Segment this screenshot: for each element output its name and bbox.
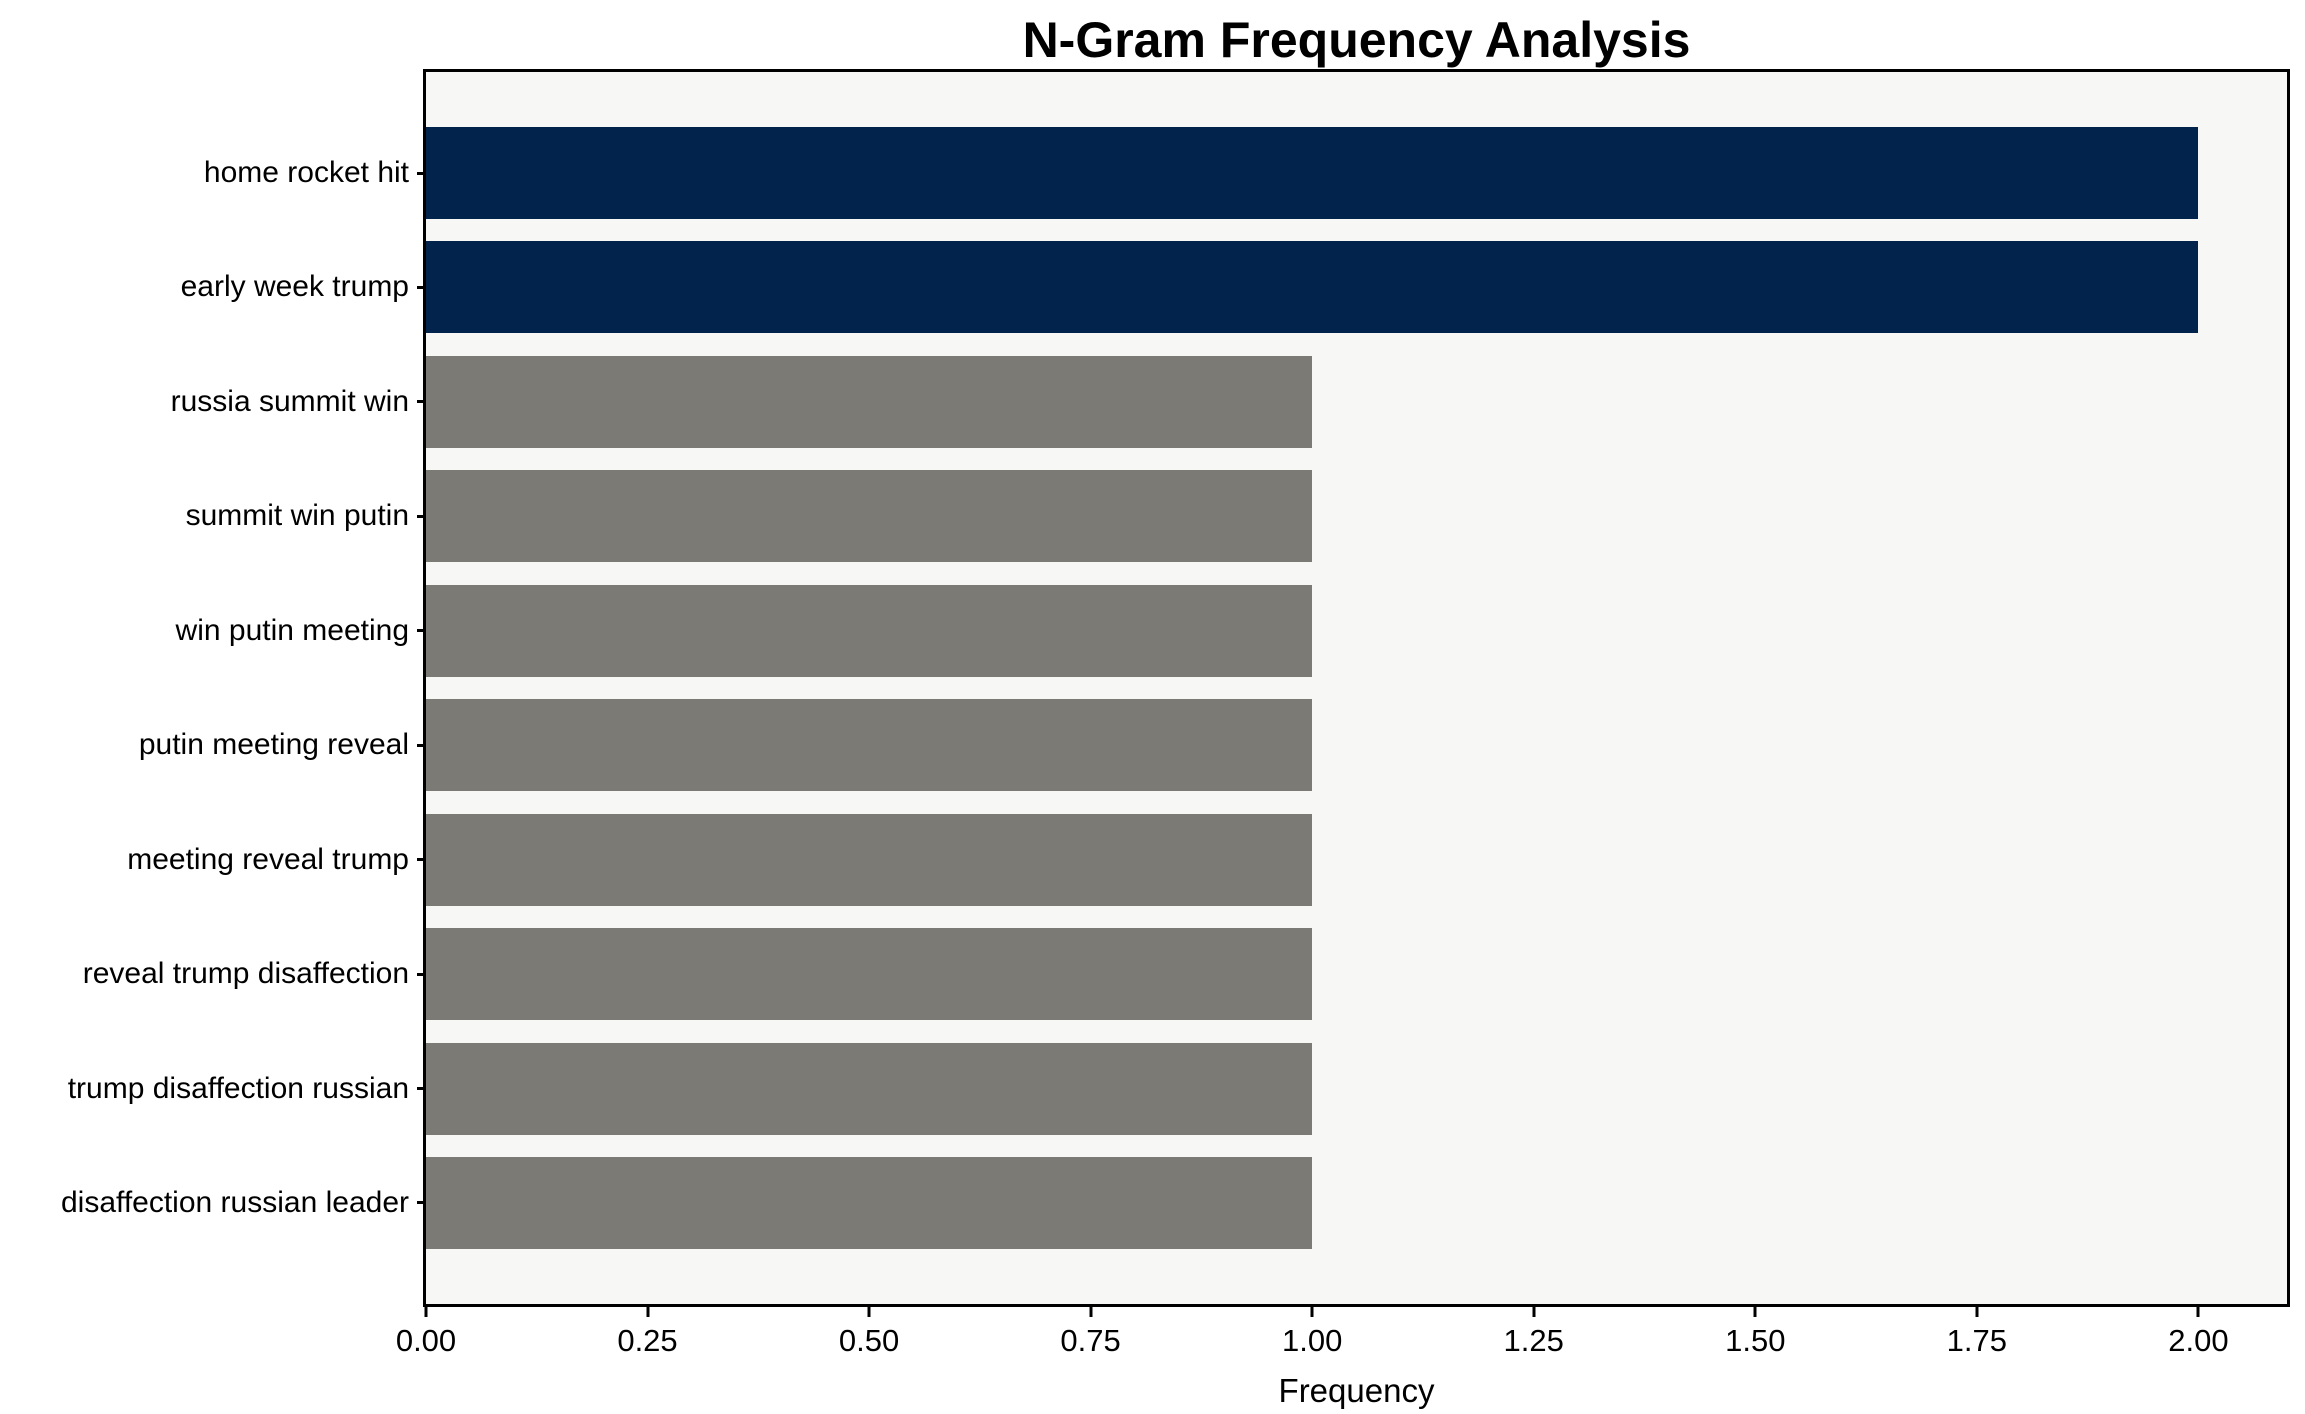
- y-tick-mark: [417, 514, 426, 518]
- x-tick-mark: [646, 1307, 649, 1317]
- x-tick-label: 1.25: [1503, 1323, 1564, 1358]
- bar-rows: [426, 127, 2287, 1249]
- y-label-row: home rocket hit: [0, 127, 426, 219]
- x-tick-label: 2.00: [2168, 1323, 2229, 1358]
- bar-row: [426, 1042, 2287, 1135]
- x-tick-label: 0.75: [1060, 1323, 1121, 1358]
- y-label-row: early week trump: [0, 241, 426, 333]
- x-tick-label: 0.00: [395, 1323, 457, 1358]
- y-tick-label: win putin meeting: [175, 613, 409, 647]
- y-label-row: meeting reveal trump: [0, 814, 426, 906]
- y-tick-mark: [417, 858, 426, 862]
- bar-row: [426, 470, 2287, 563]
- bar-russia-summit-win: [426, 355, 1313, 448]
- y-tick-mark: [417, 972, 426, 976]
- x-tick-mark: [2196, 1307, 2200, 1317]
- x-tick-label: 0.50: [838, 1323, 900, 1358]
- y-tick-label: summit win putin: [185, 499, 409, 533]
- y-tick-mark: [417, 629, 426, 633]
- y-tick-label: meeting reveal trump: [127, 842, 409, 876]
- y-label-row: putin meeting reveal: [0, 699, 426, 791]
- x-tick-mark: [1532, 1307, 1536, 1317]
- bar-home-rocket-hit: [426, 127, 2199, 219]
- x-tick-mark: [867, 1307, 871, 1317]
- y-tick-label: trump disaffection russian: [67, 1071, 409, 1105]
- bar-row: [426, 813, 2287, 906]
- y-axis: home rocket hit early week trump russia su…: [0, 127, 426, 1249]
- bar-row: [426, 584, 2287, 677]
- bar-summit-win-putin: [426, 470, 1313, 563]
- bar-early-week-trump: [426, 241, 2199, 334]
- y-tick-label: disaffection russian leader: [61, 1185, 409, 1219]
- bar-row: [426, 355, 2287, 448]
- y-tick-mark: [417, 400, 426, 404]
- bar-reveal-trump-disaffection: [426, 928, 1313, 1021]
- bar-win-putin-meeting: [426, 584, 1313, 677]
- y-label-row: reveal trump disaffection: [0, 928, 426, 1020]
- bar-row: [426, 241, 2287, 334]
- y-tick-mark: [417, 171, 426, 175]
- y-label-row: trump disaffection russian: [0, 1043, 426, 1135]
- bar-trump-disaffection-russian: [426, 1042, 1313, 1135]
- x-tick-mark: [1089, 1307, 1093, 1317]
- x-tick-label: 0.25: [617, 1323, 678, 1358]
- y-label-row: russia summit win: [0, 356, 426, 448]
- x-axis: 0.00 0.25 0.50 0.75 1.00 1.25 1.50 1.75 2.00: [396, 1307, 2287, 1387]
- bar-row: [426, 1156, 2287, 1249]
- y-tick-label: early week trump: [180, 270, 409, 304]
- y-tick-mark: [417, 1201, 426, 1205]
- bar-row: [426, 928, 2287, 1021]
- y-label-row: summit win putin: [0, 470, 426, 562]
- x-tick-label: 1.00: [1282, 1323, 1343, 1358]
- y-tick-label: home rocket hit: [203, 156, 409, 189]
- plot-area: [423, 69, 2290, 1307]
- bar-row: [426, 699, 2287, 792]
- x-tick-label: 1.75: [1946, 1323, 2007, 1358]
- x-tick-mark: [1753, 1307, 1757, 1317]
- y-tick-label: reveal trump disaffection: [82, 957, 409, 991]
- bar-row: [426, 127, 2287, 219]
- y-label-row: win putin meeting: [0, 585, 426, 677]
- y-tick-mark: [417, 1087, 426, 1090]
- y-tick-label: russia summit win: [170, 384, 409, 418]
- x-tick-mark: [1310, 1307, 1314, 1317]
- bar-meeting-reveal-trump: [426, 813, 1313, 906]
- y-label-row: disaffection russian leader: [0, 1157, 426, 1249]
- bar-disaffection-russian-leader: [426, 1156, 1313, 1249]
- y-tick-label: putin meeting reveal: [138, 728, 409, 762]
- x-tick-label: 1.50: [1725, 1323, 1786, 1358]
- x-tick-mark: [424, 1307, 428, 1317]
- x-axis-title: Frequency: [1278, 1372, 1435, 1409]
- y-tick-mark: [417, 285, 426, 289]
- bar-putin-meeting-reveal: [426, 699, 1313, 792]
- chart-title: N-Gram Frequency Analysis: [1022, 12, 1691, 68]
- y-tick-mark: [417, 743, 426, 747]
- x-tick-mark: [1975, 1307, 1979, 1317]
